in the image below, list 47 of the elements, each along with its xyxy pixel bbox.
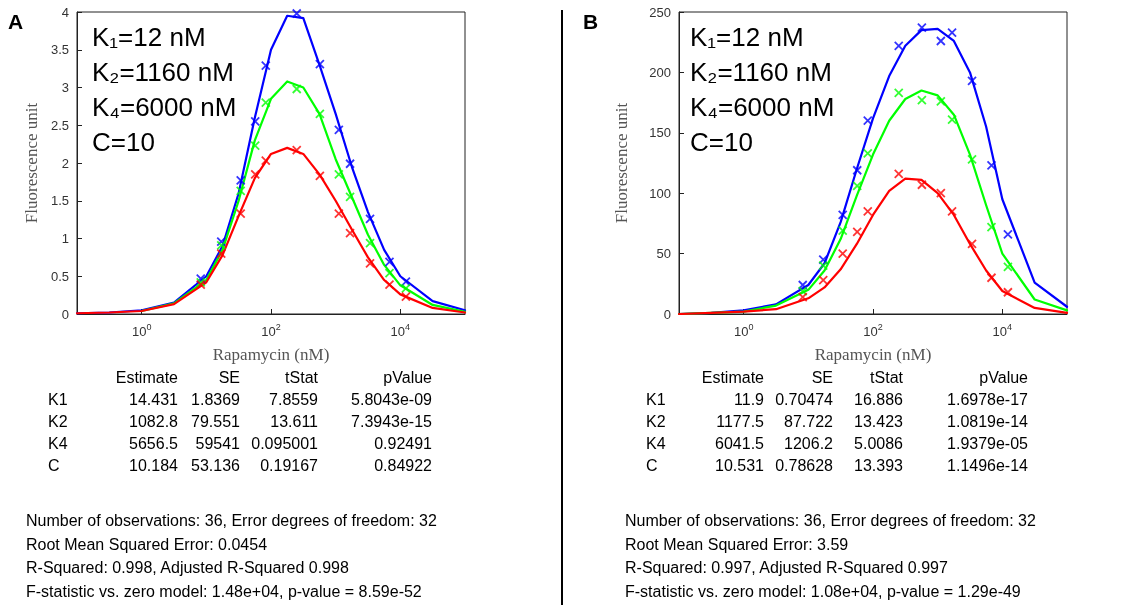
text: K4 6041.5 1206.2 5.0086 1.9379e-05 — [646, 435, 1028, 452]
y-tick-label: 150 — [649, 125, 671, 141]
text: K2 1082.8 79.551 13.611 7.3943e-15 — [48, 413, 432, 430]
text: Root Mean Squared Error: 0.0454 — [26, 534, 269, 555]
chart-title: B — [583, 10, 599, 34]
x-axis-title: Rapamycin (nM) — [814, 345, 932, 364]
y-tick-label: 0 — [663, 306, 671, 322]
annotation: K₁=12 nM — [690, 21, 805, 54]
text: K2 1177.5 87.722 13.423 1.0819e-14 — [646, 413, 1028, 430]
text: Number of observations: 36, Error degrees of freedom: 32 — [625, 511, 1036, 531]
text: C 10.184 53.136 0.19167 0.84922 — [48, 457, 432, 474]
text: K1 11.9 0.70474 16.886 1.6978e-17 — [646, 391, 1028, 408]
text: R-Squared: 0.997, Adjusted R-Squared 0.997 — [625, 558, 949, 578]
y-tick-label: 250 — [649, 4, 671, 20]
chart-title: A — [8, 10, 24, 34]
y-tick-label: 3.5 — [50, 42, 69, 58]
y-tick-label: 2 — [61, 155, 69, 171]
text: Root Mean Squared Error: 3.59 — [625, 534, 850, 555]
text: F-statistic vs. zero model: 1.48e+04, p-value = 8.59e-52 — [26, 581, 423, 602]
y-tick-label: 100 — [649, 185, 671, 201]
annotation: C=10 — [690, 126, 754, 159]
annotation: K₂=1160 nM — [92, 56, 235, 89]
text: Number of observations: 36, Error degrees of freedom: 32 — [26, 511, 437, 531]
y-tick-label: 1 — [61, 231, 69, 246]
text: Estimate SE tStat pValue — [701, 369, 1028, 386]
annotation: K₂=1160 nM — [690, 56, 833, 89]
y-tick-label: 0.5 — [50, 268, 69, 284]
text: Estimate SE tStat pValue — [115, 369, 432, 386]
text: K1 14.431 1.8369 7.8559 5.8043e-09 — [48, 391, 432, 408]
y-tick-label: 50 — [656, 246, 671, 262]
y-tick-label: 0 — [61, 306, 69, 322]
text: R-Squared: 0.998, Adjusted R-Squared 0.998 — [26, 558, 350, 578]
annotation: K₄=6000 nM — [690, 91, 835, 124]
text: K4 5656.5 59541 0.095001 0.92491 — [48, 435, 432, 452]
y-tick-label: 3 — [61, 80, 69, 95]
text: F-statistic vs. zero model: 1.08e+04, p-value = 1.29e-49 — [625, 581, 1022, 602]
y-axis-title: Fluorescence unit — [22, 102, 42, 224]
annotation: C=10 — [92, 126, 156, 159]
annotation: K₄=6000 nM — [92, 91, 237, 124]
y-tick-label: 200 — [649, 64, 671, 80]
x-axis-title: Rapamycin (nM) — [212, 345, 330, 364]
y-axis-title: Fluorescence unit — [612, 102, 631, 224]
y-tick-label: 4 — [61, 4, 69, 20]
text: C 10.531 0.78628 13.393 1.1496e-14 — [646, 457, 1028, 474]
y-tick-label: 1.5 — [50, 193, 69, 209]
y-tick-label: 2.5 — [50, 117, 69, 133]
annotation: K₁=12 nM — [92, 21, 207, 54]
